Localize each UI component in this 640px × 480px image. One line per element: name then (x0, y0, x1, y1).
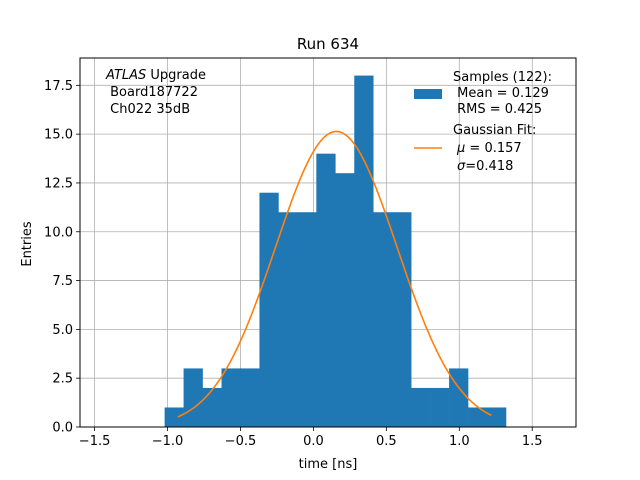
annotation-line-1: ATLAS Upgrade (105, 68, 206, 83)
x-tick-label-0: −1.5 (79, 434, 111, 449)
histogram-bar-6 (278, 212, 298, 427)
histogram-bar-2 (202, 387, 222, 427)
legend-samples-title: Samples (122): (453, 70, 552, 85)
legend-mu-value: = 0.157 (465, 141, 521, 156)
legend-fit-title: Gaussian Fit: (453, 123, 536, 138)
histogram-bar-4 (240, 368, 260, 427)
legend-fit-mu: μ = 0.157 (456, 141, 522, 156)
y-axis-label: Entries (20, 221, 35, 267)
histogram-bar-5 (259, 192, 279, 427)
y-tick-label-1: 2.5 (52, 372, 73, 387)
histogram-bar-15 (449, 368, 469, 427)
legend-mu-symbol: μ (456, 141, 465, 156)
y-tick-label-2: 5.0 (52, 323, 73, 338)
axes-frame (79, 57, 577, 428)
legend: Samples (122): Mean = 0.129 RMS = 0.425 … (414, 70, 552, 174)
y-tick-label-7: 17.5 (44, 79, 73, 94)
x-axis-ticks: −1.5 −1.0 −0.5 0.0 0.5 1.0 1.5 (79, 427, 543, 449)
histogram-bar-1 (183, 368, 203, 427)
legend-samples-rms: RMS = 0.425 (453, 102, 542, 117)
histogram-bar-9 (335, 173, 355, 427)
x-tick-label-4: 0.5 (376, 434, 397, 449)
histogram-bar-3 (221, 368, 241, 427)
annotation-line-3: Ch022 35dB (106, 102, 190, 117)
annotation-upgrade: Upgrade (146, 68, 206, 83)
histogram-bar-17 (487, 407, 507, 427)
legend-samples-mean: Mean = 0.129 (453, 86, 549, 101)
histogram-bar-16 (468, 407, 488, 427)
histogram-bar-8 (316, 153, 336, 427)
histogram-bar-13 (411, 387, 431, 427)
legend-sigma-value: =0.418 (465, 159, 513, 174)
gaussian-fit-curve (177, 130, 492, 418)
annotation-text: ATLAS Upgrade Board187722 Ch022 35dB (105, 68, 206, 117)
histogram-bar-12 (392, 212, 412, 427)
annotation-line-2: Board187722 (106, 85, 198, 100)
y-tick-label-3: 7.5 (52, 274, 73, 289)
histogram-bar-11 (373, 212, 393, 427)
histogram-bar-10 (354, 75, 374, 428)
y-tick-label-4: 10.0 (44, 225, 73, 240)
histogram-bars (164, 75, 507, 428)
histogram-bar-7 (297, 212, 317, 427)
y-tick-label-5: 12.5 (44, 176, 73, 191)
y-tick-label-0: 0.0 (52, 421, 73, 436)
histogram-bar-14 (430, 387, 450, 427)
annotation-atlas: ATLAS (105, 68, 146, 83)
y-axis-ticks: 0.0 2.5 5.0 7.5 10.0 12.5 15.0 17.5 (44, 79, 80, 436)
x-tick-label-6: 1.5 (522, 434, 543, 449)
x-tick-label-1: −1.0 (152, 434, 184, 449)
chart-title: Run 634 (297, 35, 359, 53)
x-tick-label-3: 0.0 (303, 434, 324, 449)
x-tick-label-5: 1.0 (449, 434, 470, 449)
histogram-bar-0 (164, 407, 184, 427)
gaussian-fit (177, 130, 492, 418)
legend-samples-swatch (414, 89, 442, 99)
legend-sigma-symbol: σ (457, 159, 466, 174)
x-axis-label: time [ns] (299, 457, 358, 472)
legend-fit-sigma: σ=0.418 (457, 159, 513, 174)
x-tick-label-2: −0.5 (225, 434, 257, 449)
y-tick-label-6: 15.0 (44, 128, 73, 143)
